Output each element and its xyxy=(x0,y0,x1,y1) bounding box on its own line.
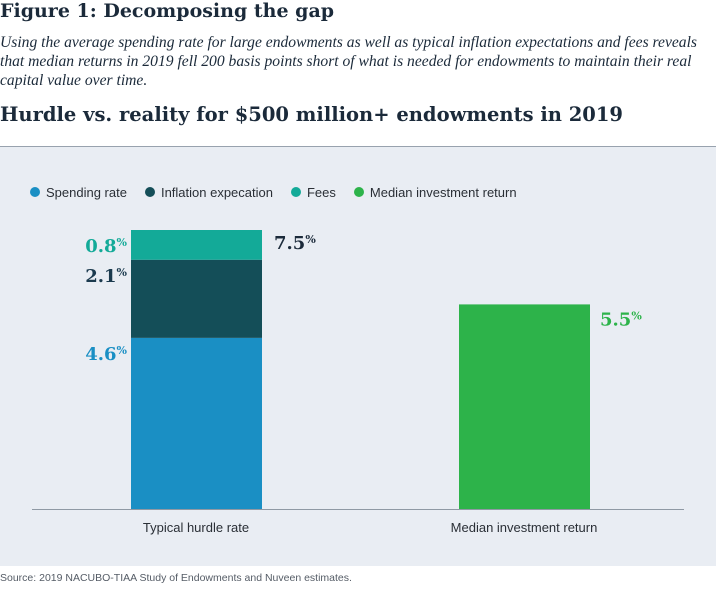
legend-swatch-median-investment-return xyxy=(353,187,364,197)
legend-item-inflation-expectation: Inflation expecation xyxy=(144,184,273,200)
data-label-median-investment-return: 5.5% xyxy=(600,309,642,330)
data-label-inflation-expecation: 2.1% xyxy=(85,266,127,287)
bar-segment-inflation-expecation xyxy=(131,259,262,338)
legend-label: Inflation expecation xyxy=(160,184,273,200)
legend-swatch-spending-rate xyxy=(30,187,40,197)
chart-legend: Spending rate Inflation expecation Fees … xyxy=(30,183,535,201)
total-label-typical-hurdle-rate: 7.5% xyxy=(274,233,316,254)
legend-swatch-fees xyxy=(290,187,301,197)
legend-item-fees: Fees xyxy=(290,184,336,200)
figure-title: Figure 1: Decomposing the gap xyxy=(0,0,335,22)
chart-title: Hurdle vs. reality for $500 million+ end… xyxy=(0,103,624,126)
legend-label: Spending rate xyxy=(46,184,127,200)
bar-segment-fees xyxy=(131,230,262,260)
bar-chart: 4.6% 2.1% 0.8% Typical hurdle rate 5.5% Media… xyxy=(32,230,684,535)
legend-item-median-investment-return: Median investment return xyxy=(353,184,517,200)
legend-label: Fees xyxy=(306,184,336,200)
figure-subtitle: Using the average spending rate for larg… xyxy=(0,34,697,89)
bar-segment-median-investment-return xyxy=(459,304,590,509)
source-note: Source: 2019 NACUBO-TIAA Study of Endowm… xyxy=(0,572,352,584)
legend-label: Median investment return xyxy=(369,184,517,200)
bar-segment-spending-rate xyxy=(131,337,262,509)
category-label-typical-hurdle-rate: Typical hurdle rate xyxy=(143,520,249,535)
chart-panel: Spending rate Inflation expecation Fees … xyxy=(0,146,716,566)
data-label-spending-rate: 4.6% xyxy=(85,344,127,365)
legend-swatch-inflation-expectation xyxy=(144,187,155,197)
data-label-fees: 0.8% xyxy=(85,236,127,257)
legend-item-spending-rate: Spending rate xyxy=(30,185,127,200)
category-label-median-investment-return: Median investment return xyxy=(451,520,598,535)
